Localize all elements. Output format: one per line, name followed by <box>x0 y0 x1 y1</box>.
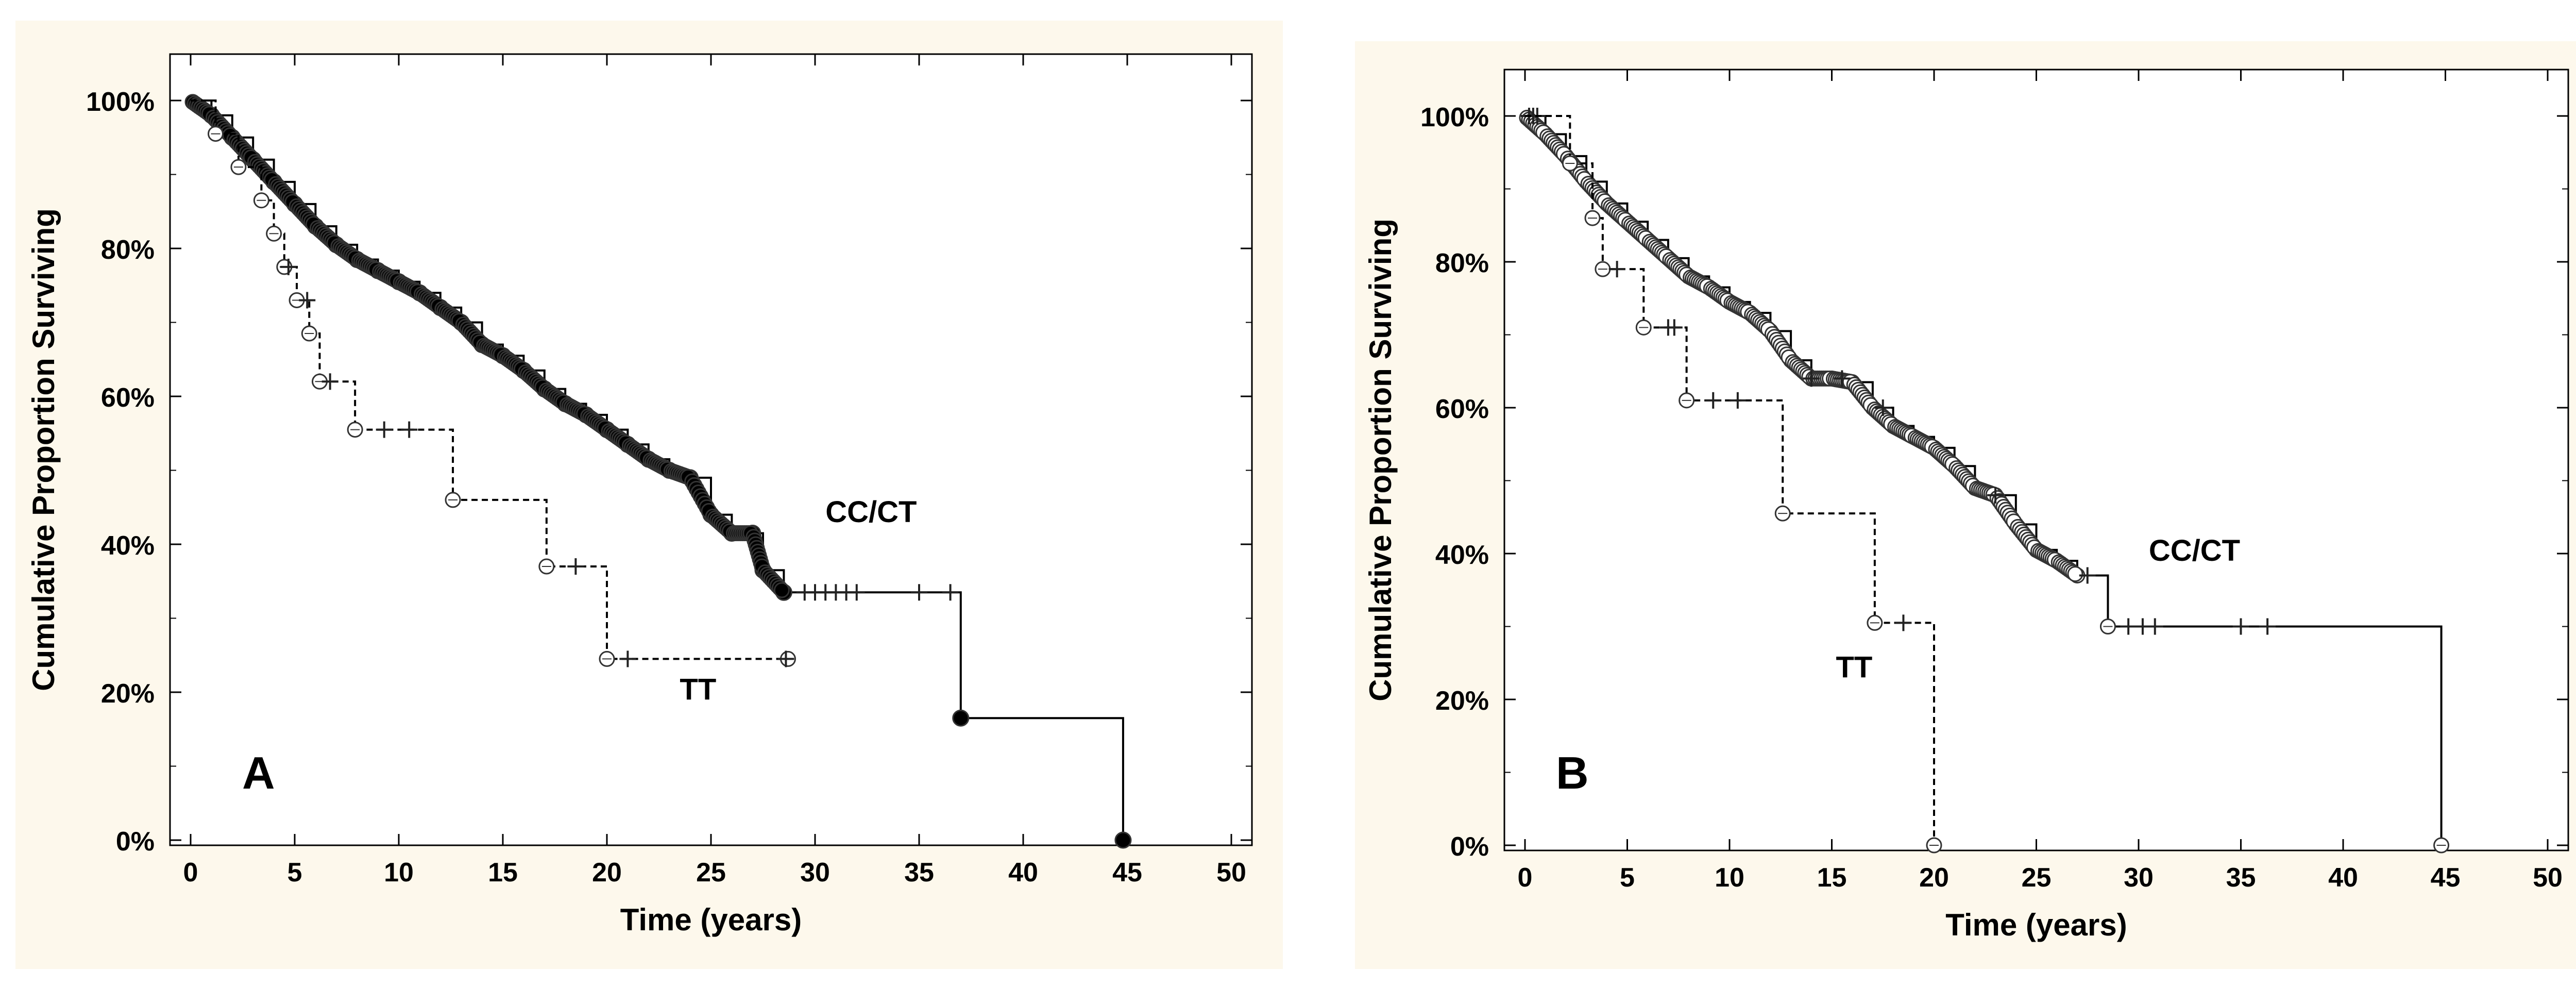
series-tt <box>191 99 796 667</box>
plot-area <box>1503 69 2569 851</box>
x-tick-label: 35 <box>904 858 934 888</box>
x-tick-label: 50 <box>2533 863 2563 893</box>
panel-label: B <box>1556 747 1589 798</box>
x-tick-label: 15 <box>488 858 518 888</box>
y-tick-label: 80% <box>101 235 155 265</box>
x-tick-label: 5 <box>287 858 302 888</box>
y-tick-label: 20% <box>101 679 155 709</box>
survival-chart-b: 0% 20% 40% 60% 80% 100% 0 5 10 15 20 25 30 35 40 45 50 Ti… <box>1355 41 2576 969</box>
panel-label: A <box>242 747 275 798</box>
event-marker <box>952 709 970 727</box>
x-tick-label: 30 <box>2124 863 2154 893</box>
x-tick-label: 10 <box>384 858 414 888</box>
event-marker <box>773 582 790 598</box>
x-tick-label: 10 <box>1715 863 1744 893</box>
event-marker <box>2067 566 2083 582</box>
series-annotation: TT <box>680 673 716 706</box>
x-tick-label: 35 <box>2226 863 2256 893</box>
series-cc-ct <box>184 94 1132 849</box>
y-tick-label: 100% <box>1420 103 1489 132</box>
series-cc-ct <box>1519 108 2450 854</box>
series-annotation: CC/CT <box>825 495 917 529</box>
y-tick-label: 0% <box>1450 832 1489 862</box>
y-tick-label: 20% <box>1435 686 1489 716</box>
y-tick-label: 40% <box>101 531 155 561</box>
x-tick-label: 45 <box>1112 858 1142 888</box>
survival-chart-a: 0% 20% 40% 60% 80% 100% 0 5 10 15 20 25 30 35 40 45 50 Ti… <box>15 21 1283 969</box>
x-tick-label: 15 <box>1817 863 1847 893</box>
x-tick-label: 40 <box>1008 858 1038 888</box>
y-axis-label: Cumulative Proportion Surviving <box>26 208 61 691</box>
chart-panel-a: 0% 20% 40% 60% 80% 100% 0 5 10 15 20 25 30 35 40 45 50 Ti… <box>15 21 1283 969</box>
series-annotation: CC/CT <box>2149 534 2240 567</box>
x-tick-label: 40 <box>2328 863 2358 893</box>
y-tick-label: 80% <box>1435 248 1489 278</box>
x-tick-label: 20 <box>1919 863 1949 893</box>
x-tick-label: 25 <box>2022 863 2052 893</box>
y-tick-label: 40% <box>1435 540 1489 570</box>
chart-panel-b: 0% 20% 40% 60% 80% 100% 0 5 10 15 20 25 30 35 40 45 50 Ti… <box>1340 0 2576 986</box>
series-tt <box>1525 115 1942 854</box>
x-axis-label: Time (years) <box>620 903 802 937</box>
x-tick-label: 45 <box>2431 863 2461 893</box>
x-tick-label: 30 <box>800 858 830 888</box>
y-tick-label: 100% <box>86 87 155 117</box>
y-tick-label: 60% <box>1435 394 1489 424</box>
x-tick-label: 50 <box>1216 858 1246 888</box>
x-tick-label: 0 <box>183 858 198 888</box>
event-marker <box>1114 831 1132 849</box>
y-tick-label: 0% <box>116 827 155 857</box>
x-tick-label: 0 <box>1518 863 1533 893</box>
x-tick-label: 25 <box>696 858 726 888</box>
y-tick-label: 60% <box>101 383 155 413</box>
plot-area <box>169 53 1253 846</box>
x-axis-label: Time (years) <box>1945 908 2127 942</box>
x-tick-label: 20 <box>592 858 622 888</box>
x-tick-label: 5 <box>1620 863 1635 893</box>
y-axis-label: Cumulative Proportion Surviving <box>1363 219 1398 701</box>
series-annotation: TT <box>1836 651 1872 684</box>
